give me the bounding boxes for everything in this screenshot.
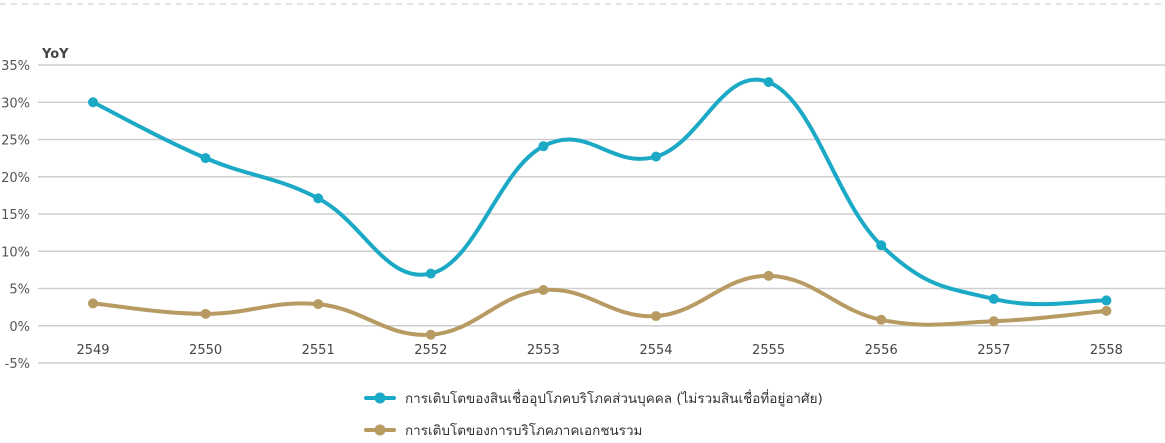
- data-point-series-1: [200, 153, 211, 164]
- series-lines: [91, 77, 1109, 337]
- x-tick-label: 2555: [752, 343, 785, 358]
- gridlines: [38, 64, 1165, 364]
- data-point-series-1: [313, 193, 324, 204]
- legend-label: การเติบโตของสินเชื่ออุปโภคบริโภคส่วนบุคค…: [405, 389, 823, 407]
- data-point-series-2: [88, 298, 98, 309]
- x-tick-label: 2552: [414, 343, 447, 358]
- x-tick-label: 2558: [1090, 343, 1123, 358]
- y-tick-label: 30%: [1, 96, 30, 111]
- y-tick-label: 0%: [9, 320, 30, 335]
- legend-swatch-dot: [374, 424, 386, 436]
- y-axis-label: YoY: [41, 47, 69, 62]
- x-tick-label: 2550: [189, 343, 222, 358]
- series-line-2: [91, 273, 1109, 337]
- legend-item-2: การเติบโตของการบริโภคภาคเอกชนรวม: [364, 422, 642, 439]
- data-point-series-2: [538, 284, 549, 295]
- y-tick-label: 10%: [1, 245, 30, 260]
- x-tick-label: 2553: [527, 343, 560, 358]
- x-tick-labels: 2549 2550 2551 2552 2553 2554 2555 2556 2557 2558: [76, 343, 1122, 358]
- y-tick-label: 20%: [1, 171, 30, 186]
- data-point-series-2: [200, 308, 211, 319]
- data-point-series-2: [651, 311, 661, 322]
- series-line-1: [91, 77, 1109, 307]
- x-tick-label: 2556: [865, 343, 898, 358]
- series-points: [88, 77, 1112, 340]
- data-point-series-1: [425, 268, 436, 279]
- x-tick-label: 2557: [977, 343, 1010, 358]
- data-point-series-2: [313, 299, 324, 310]
- y-tick-label: -5%: [5, 357, 30, 372]
- y-tick-label: 25%: [1, 134, 30, 149]
- y-tick-label: 15%: [1, 208, 30, 223]
- data-point-series-1: [763, 77, 774, 88]
- legend-swatch-dot: [374, 392, 386, 404]
- data-point-series-2: [988, 316, 999, 327]
- data-point-series-1: [651, 151, 661, 162]
- x-tick-label: 2551: [302, 343, 335, 358]
- y-tick-labels: 35% 30% 25% 20% 15% 10% 5% 0% -5%: [1, 59, 30, 372]
- data-point-series-1: [876, 240, 887, 251]
- data-point-series-2: [425, 329, 436, 340]
- x-tick-label: 2554: [639, 343, 672, 358]
- data-point-series-1: [538, 141, 549, 152]
- legend: การเติบโตของสินเชื่ออุปโภคบริโภคส่วนบุคค…: [364, 389, 823, 439]
- data-point-series-1: [988, 293, 999, 304]
- y-tick-label: 5%: [9, 283, 30, 298]
- data-point-series-1: [88, 97, 98, 108]
- data-point-series-2: [763, 270, 774, 281]
- legend-label: การเติบโตของการบริโภคภาคเอกชนรวม: [405, 422, 642, 439]
- data-point-series-2: [1101, 305, 1112, 316]
- y-tick-label: 35%: [1, 59, 30, 74]
- data-point-series-1: [1101, 295, 1112, 306]
- data-point-series-2: [876, 314, 887, 325]
- legend-item-1: การเติบโตของสินเชื่ออุปโภคบริโภคส่วนบุคค…: [364, 389, 823, 407]
- x-tick-label: 2549: [76, 343, 109, 358]
